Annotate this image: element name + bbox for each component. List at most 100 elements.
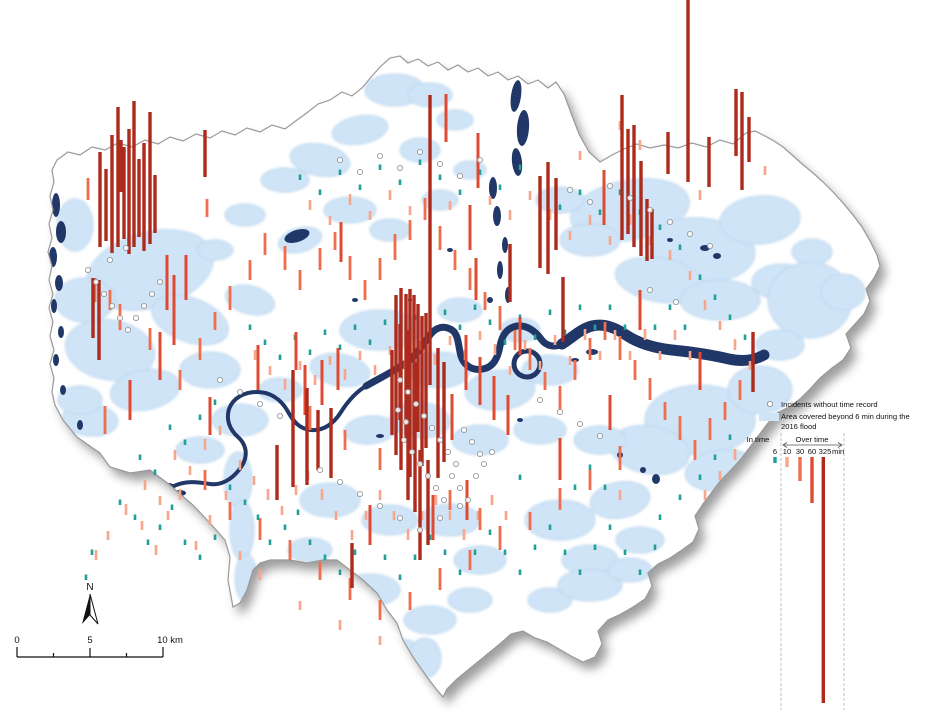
reservoir	[517, 418, 523, 422]
no-record-circle	[396, 376, 403, 383]
incident-spike-t10	[313, 375, 317, 385]
legend-bar-in-time	[773, 457, 777, 463]
incident-spike-t325	[650, 209, 654, 259]
in-time-mark	[438, 174, 442, 180]
incident-spike-t325	[561, 277, 565, 342]
in-time-mark	[518, 569, 522, 575]
in-time-mark	[658, 224, 662, 230]
incident-spike-t10	[418, 341, 422, 350]
incident-spike-t30	[648, 378, 652, 400]
no-record-circle	[424, 472, 431, 479]
in-time-mark	[198, 414, 202, 420]
reservoir	[352, 298, 358, 302]
incident-spike-t60	[558, 438, 562, 480]
incident-spike-t30	[343, 430, 347, 450]
no-record-circle	[148, 290, 155, 297]
incident-spike-t30	[693, 440, 697, 460]
incident-spike-t325	[91, 278, 95, 338]
incident-spike-t325	[734, 89, 738, 156]
in-time-mark	[678, 244, 682, 250]
reservoir	[60, 385, 66, 395]
in-time-mark	[743, 334, 747, 340]
flood-area-blob	[719, 195, 801, 245]
reservoir	[284, 229, 310, 243]
incident-spike-t10	[308, 200, 312, 210]
no-record-circle	[416, 148, 423, 155]
no-record-circle	[101, 290, 108, 297]
in-time-mark	[603, 484, 607, 490]
in-time-mark	[653, 544, 657, 550]
no-record-circle	[456, 172, 463, 179]
incident-spike-t10	[508, 210, 512, 220]
incident-spike-t10	[703, 300, 707, 310]
spikes-over-325min	[91, 0, 755, 588]
incident-spike-t30	[408, 592, 412, 610]
incident-spike-t325	[406, 330, 410, 500]
flood-area-blob	[54, 277, 116, 323]
incident-spike-t10	[553, 335, 557, 345]
incident-spike-t10	[364, 511, 368, 520]
reservoir	[56, 221, 66, 243]
incident-spike-t325	[305, 388, 309, 485]
no-record-circle	[537, 396, 544, 403]
incident-spike-t10	[266, 489, 270, 500]
in-time-mark	[133, 514, 137, 520]
flood-area-blob	[527, 587, 573, 613]
no-record-circle	[396, 164, 403, 171]
in-time-mark	[563, 549, 567, 555]
incident-spike-t30	[423, 198, 427, 220]
incident-spike-t10	[166, 511, 170, 520]
incident-spike-t10	[253, 350, 257, 360]
incident-spike-t60	[478, 357, 482, 405]
incident-spike-t10	[488, 196, 492, 205]
incident-spike-t30	[203, 470, 207, 490]
incident-spike-t10	[298, 601, 302, 610]
incident-spike-t30	[708, 418, 712, 440]
in-time-mark	[353, 549, 357, 555]
incident-spike-t325	[148, 112, 152, 244]
incident-spike-t30	[348, 256, 352, 280]
incident-spike-t10	[268, 366, 272, 375]
incident-spike-t10	[378, 490, 382, 500]
flood-area-blob	[369, 218, 411, 242]
no-record-circle	[687, 230, 694, 237]
incident-spike-t30	[198, 338, 202, 360]
legend-bar-10	[785, 457, 789, 467]
no-record-circle	[256, 400, 263, 407]
in-time-mark	[398, 179, 402, 185]
reservoir	[713, 253, 721, 259]
incident-spike-t325	[740, 92, 744, 190]
no-record-circle	[402, 418, 409, 425]
incident-spike-t325	[98, 152, 102, 247]
in-time-mark	[256, 514, 260, 520]
incident-spike-t10	[433, 354, 437, 365]
in-time-mark	[498, 184, 502, 190]
in-time-mark	[213, 399, 217, 405]
no-record-circle	[436, 160, 443, 167]
reservoir	[77, 420, 83, 430]
incident-spike-t325	[418, 450, 422, 560]
flood-area-blob	[521, 354, 579, 386]
tick-10: 10	[783, 447, 791, 456]
in-time-mark	[443, 549, 447, 555]
incident-spike-t10	[668, 250, 672, 260]
incident-spike-t10	[528, 191, 532, 200]
in-time-mark	[478, 169, 482, 175]
incident-spike-t325	[442, 362, 446, 462]
in-time-mark	[358, 184, 362, 190]
incident-spike-t60	[506, 395, 510, 435]
incident-spike-t30	[363, 280, 367, 300]
in-time-mark	[593, 324, 597, 330]
no-record-circle	[356, 490, 363, 497]
incident-spike-t325	[420, 316, 424, 466]
incident-spike-t60	[368, 505, 372, 545]
incident-spike-t325	[153, 175, 157, 233]
incident-spike-t10	[252, 476, 256, 485]
no-record-circle	[456, 502, 463, 509]
no-record-circle	[577, 420, 584, 427]
flood-area-blob	[791, 238, 833, 266]
in-time-mark	[263, 339, 267, 345]
incident-spike-t10	[320, 489, 324, 500]
in-time-mark	[713, 294, 717, 300]
in-time-mark	[548, 309, 552, 315]
